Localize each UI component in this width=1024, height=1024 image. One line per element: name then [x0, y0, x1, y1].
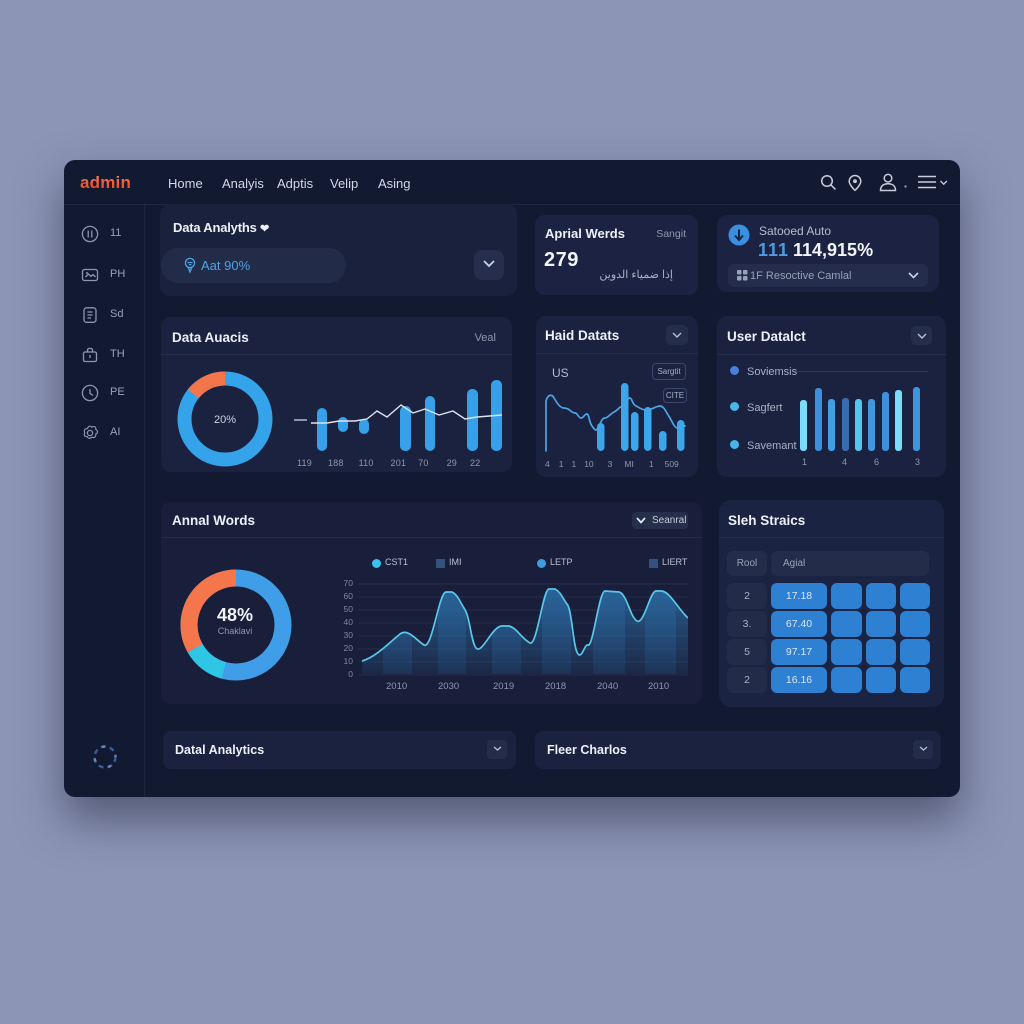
svg-text:20%: 20%: [214, 414, 236, 426]
